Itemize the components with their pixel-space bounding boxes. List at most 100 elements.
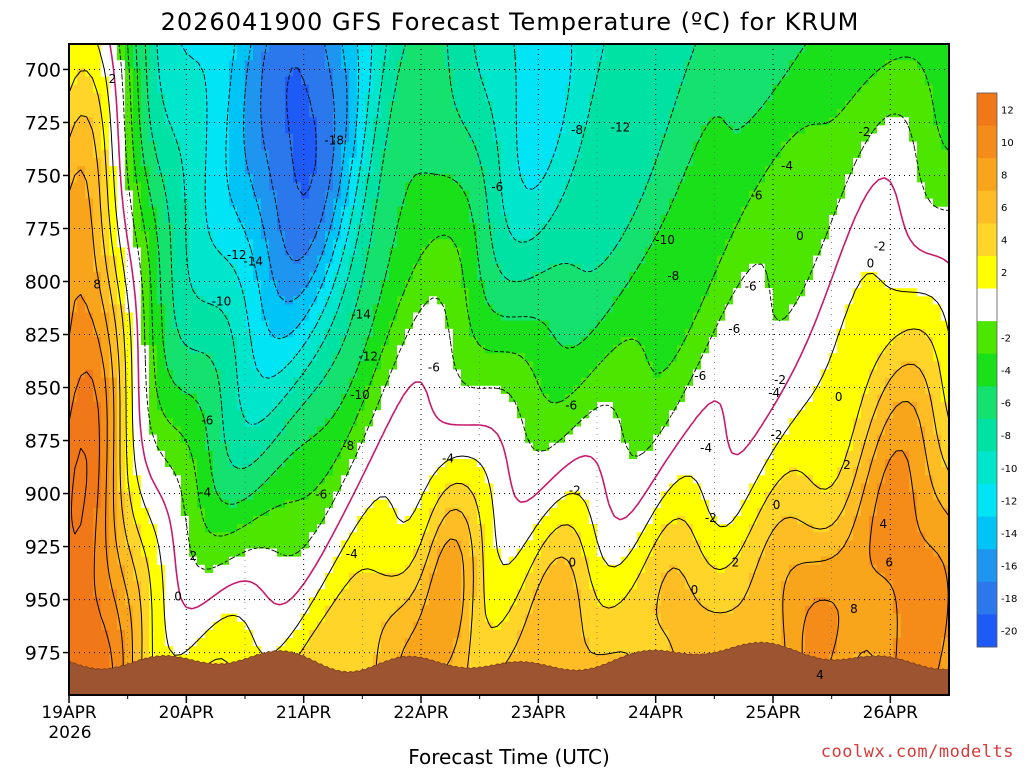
temperature-cell [421, 109, 430, 118]
temperature-cell [133, 540, 142, 550]
temperature-cell [197, 336, 206, 346]
temperature-cell [469, 247, 478, 257]
temperature-cell [517, 345, 526, 354]
temperature-cell [125, 524, 134, 533]
temperature-cell [301, 393, 310, 403]
temperature-cell [77, 336, 86, 346]
temperature-cell [341, 182, 350, 192]
temperature-cell [357, 133, 366, 143]
temperature-cell [453, 369, 462, 379]
temperature-cell [197, 182, 206, 192]
temperature-cell [309, 442, 318, 452]
temperature-cell [461, 141, 470, 151]
temperature-cell [397, 450, 406, 460]
temperature-cell [493, 475, 502, 485]
temperature-cell [525, 76, 534, 86]
temperature-cell [237, 117, 246, 126]
temperature-cell [301, 589, 310, 598]
temperature-cell [245, 231, 254, 240]
temperature-cell [197, 133, 206, 143]
temperature-cell [213, 475, 222, 485]
temperature-cell [461, 247, 470, 257]
temperature-cell [165, 263, 174, 273]
temperature-cell [133, 92, 142, 102]
temperature-cell [437, 100, 446, 110]
temperature-cell [541, 540, 550, 550]
temperature-cell [421, 638, 430, 647]
temperature-cell [373, 76, 382, 86]
temperature-cell [541, 60, 550, 70]
temperature-cell [421, 223, 430, 232]
temperature-cell [125, 44, 134, 53]
temperature-cell [133, 361, 142, 371]
temperature-cell [205, 459, 214, 468]
temperature-cell [245, 393, 254, 403]
temperature-cell [309, 589, 318, 598]
temperature-cell [357, 336, 366, 346]
temperature-cell [77, 141, 86, 151]
temperature-cell [125, 475, 134, 485]
temperature-cell [381, 654, 390, 664]
temperature-cell [557, 402, 566, 411]
temperature-cell [397, 263, 406, 273]
temperature-cell [253, 296, 262, 305]
temperature-cell [309, 84, 318, 94]
temperature-cell [189, 654, 198, 664]
temperature-cell [325, 621, 334, 631]
temperature-cell [365, 629, 374, 639]
temperature-cell [445, 296, 454, 305]
temperature-cell [373, 426, 382, 436]
temperature-cell [141, 288, 150, 297]
temperature-cell [517, 605, 526, 615]
temperature-cell [485, 467, 494, 476]
temperature-cell [181, 638, 190, 647]
temperature-cell [269, 605, 278, 615]
temperature-cell [125, 564, 134, 574]
temperature-cell [173, 182, 182, 192]
temperature-cell [189, 157, 198, 167]
temperature-cell [469, 149, 478, 159]
temperature-cell [197, 638, 206, 647]
temperature-cell [453, 524, 462, 533]
temperature-cell [261, 353, 270, 362]
temperature-cell [101, 483, 110, 493]
temperature-cell [493, 255, 502, 265]
temperature-cell [413, 589, 422, 598]
temperature-cell [133, 629, 142, 639]
temperature-cell [557, 271, 566, 281]
temperature-cell [93, 475, 102, 485]
temperature-cell [389, 76, 398, 86]
temperature-cell [141, 296, 150, 305]
temperature-cell [157, 109, 166, 118]
temperature-cell [309, 206, 318, 216]
temperature-cell [533, 149, 542, 159]
temperature-cell [213, 84, 222, 94]
temperature-cell [149, 206, 158, 216]
temperature-cell [221, 182, 230, 192]
temperature-cell [293, 60, 302, 70]
temperature-cell [253, 117, 262, 126]
temperature-cell [413, 556, 422, 566]
temperature-cell [461, 296, 470, 305]
temperature-cell [405, 621, 414, 631]
temperature-cell [93, 60, 102, 70]
temperature-cell [565, 296, 574, 305]
temperature-cell [229, 109, 238, 118]
temperature-cell [421, 263, 430, 273]
temperature-cell [397, 231, 406, 240]
temperature-cell [253, 638, 262, 647]
temperature-cell [181, 182, 190, 192]
temperature-cell [157, 638, 166, 647]
temperature-cell [453, 605, 462, 615]
temperature-cell [533, 198, 542, 208]
temperature-cell [365, 654, 374, 664]
temperature-cell [421, 540, 430, 550]
temperature-cell [69, 68, 78, 78]
temperature-cell [381, 320, 390, 330]
temperature-cell [333, 426, 342, 436]
temperature-cell [285, 117, 294, 126]
temperature-cell [189, 450, 198, 460]
temperature-cell [373, 450, 382, 460]
temperature-cell [413, 320, 422, 330]
temperature-cell [509, 223, 518, 232]
